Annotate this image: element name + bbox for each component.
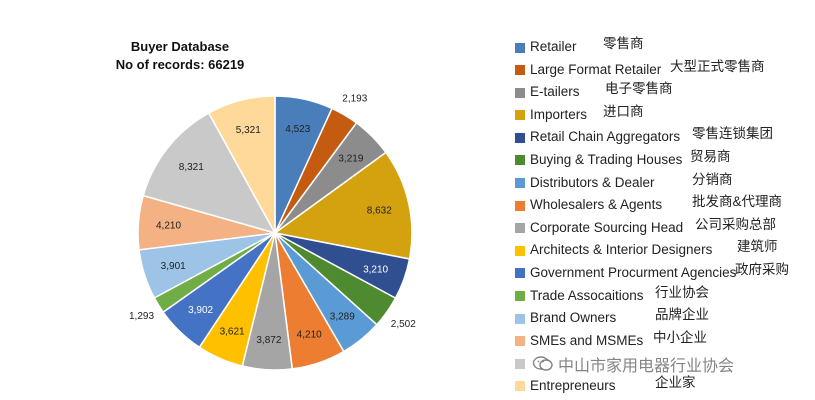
legend-swatch xyxy=(515,313,525,324)
legend-label: E-tailers xyxy=(530,84,580,100)
legend-item: Large Format Retailer 大型正式零售商 xyxy=(515,59,811,82)
legend-swatch xyxy=(515,178,525,189)
slice-value-label: 3,621 xyxy=(220,326,245,337)
slice-value-label: 3,872 xyxy=(256,335,281,346)
legend-item: Trade Assocaitions 行业协会 xyxy=(515,285,811,308)
legend-label: Entrepreneurs xyxy=(530,377,616,393)
pie-slice xyxy=(142,112,277,235)
legend-item: Retailer 零售商 xyxy=(515,36,811,59)
slice-value-label: 1,293 xyxy=(129,311,154,322)
legend-swatch xyxy=(515,223,525,234)
pie-slice xyxy=(207,95,276,234)
legend-label: Buying & Trading Houses xyxy=(530,151,683,167)
legend-item: Buying & Trading Houses 贸易商 xyxy=(515,149,811,172)
legend-item: Architects & Interior Designers 建筑师 xyxy=(515,239,811,262)
legend-swatch xyxy=(515,381,525,392)
pie-chart: 4,523 2,193 3,219 8,632 3,210 2,502 3,289 4,210… xyxy=(129,93,416,371)
legend-label-zh: 公司采购总部 xyxy=(695,216,776,232)
legend-item: Corporate Sourcing Head 公司采购总部 xyxy=(515,217,811,240)
slice-value-label: 8,321 xyxy=(179,162,204,173)
slice-value-label: 4,210 xyxy=(156,220,181,231)
pie-slice xyxy=(273,151,413,260)
legend-label: Distributors & Dealer xyxy=(530,174,655,190)
legend-label-zh: 批发商&代理商 xyxy=(692,194,783,210)
legend-label: SMEs and MSMEs xyxy=(530,332,644,348)
legend-label-zh: 行业协会 xyxy=(655,284,709,300)
legend-swatch xyxy=(515,291,525,302)
legend-label: Trade Assocaitions xyxy=(530,287,644,303)
legend-label: Government Procurment Agencies xyxy=(530,264,737,280)
legend-label: Retailer xyxy=(530,39,577,54)
watermark: 中山市家用电器行业协会 xyxy=(532,352,734,376)
legend-label-zh: 中小企业 xyxy=(653,329,707,345)
legend-swatch xyxy=(515,87,525,98)
legend-label-zh: 品牌企业 xyxy=(655,307,709,323)
legend-swatch xyxy=(515,268,525,279)
watermark-text: 中山市家用电器行业协会 xyxy=(558,358,735,375)
chart-title-block: Buyer Database No of records: 66219 xyxy=(100,38,260,74)
legend-label: Architects & Interior Designers xyxy=(530,242,713,258)
slice-value-label: 3,210 xyxy=(363,265,388,276)
legend-label: Brand Owners xyxy=(530,310,617,326)
slice-value-label: 2,502 xyxy=(391,319,416,330)
legend-swatch xyxy=(515,65,525,76)
legend-item: SMEs and MSMEs 中小企业 xyxy=(515,330,811,353)
chart-title: Buyer Database xyxy=(130,39,230,54)
slice-value-label: 3,902 xyxy=(188,305,213,316)
legend-label-zh: 零售商 xyxy=(603,36,644,51)
slice-value-label: 3,901 xyxy=(161,261,186,272)
legend-label: Wholesalers & Agents xyxy=(530,197,663,213)
legend-label-zh: 零售连锁集团 xyxy=(692,126,773,142)
legend-item: Entrepreneurs 企业家 xyxy=(515,375,811,398)
legend-label-zh: 分销商 xyxy=(692,171,733,187)
legend-label: Large Format Retailer xyxy=(530,61,662,77)
chart-subtitle: No of records: 66219 xyxy=(115,57,245,72)
legend-item: Importers 进口商 xyxy=(515,104,811,127)
legend-item: Brand Owners 品牌企业 xyxy=(515,307,811,330)
legend-swatch xyxy=(515,358,525,369)
legend-item: Retail Chain Aggregators 零售连锁集团 xyxy=(515,126,811,149)
legend: Retailer 零售商 Large Format Retailer 大型正式零售商 E… xyxy=(515,36,811,398)
slice-value-label: 8,632 xyxy=(367,205,392,216)
legend-item: Government Procurment Agencies 政府采购 xyxy=(515,262,811,285)
legend-label-zh: 企业家 xyxy=(655,374,696,390)
slice-value-label: 4,523 xyxy=(285,124,310,135)
legend-label: Corporate Sourcing Head xyxy=(530,219,684,235)
legend-swatch xyxy=(515,336,525,347)
legend-label: Importers xyxy=(530,106,588,122)
legend-swatch xyxy=(515,42,525,53)
legend-label: Retail Chain Aggregators xyxy=(530,129,681,145)
legend-item xyxy=(515,352,811,375)
legend-swatch xyxy=(515,132,525,143)
slice-value-label: 4,210 xyxy=(297,330,322,341)
legend-label-zh: 进口商 xyxy=(603,103,644,119)
legend-label-zh: 建筑师 xyxy=(737,239,778,255)
legend-label-zh: 电子零售商 xyxy=(605,81,673,97)
legend-label-zh: 政府采购 xyxy=(735,261,789,277)
legend-item: E-tailers 电子零售商 xyxy=(515,81,811,104)
legend-swatch xyxy=(515,245,525,256)
legend-swatch xyxy=(515,200,525,211)
slice-value-label: 2,193 xyxy=(342,93,367,104)
slice-value-label: 5,321 xyxy=(236,125,261,136)
legend-label-zh: 大型正式零售商 xyxy=(670,58,765,74)
legend-swatch xyxy=(515,155,525,166)
legend-swatch xyxy=(515,110,525,121)
wechat-icon xyxy=(532,356,553,371)
slice-value-label: 3,219 xyxy=(338,153,363,164)
legend-item: Distributors & Dealer 分销商 xyxy=(515,172,811,195)
legend-label-zh: 贸易商 xyxy=(690,148,731,164)
slice-value-label: 3,289 xyxy=(330,312,355,323)
legend-item: Wholesalers & Agents 批发商&代理商 xyxy=(515,194,811,217)
